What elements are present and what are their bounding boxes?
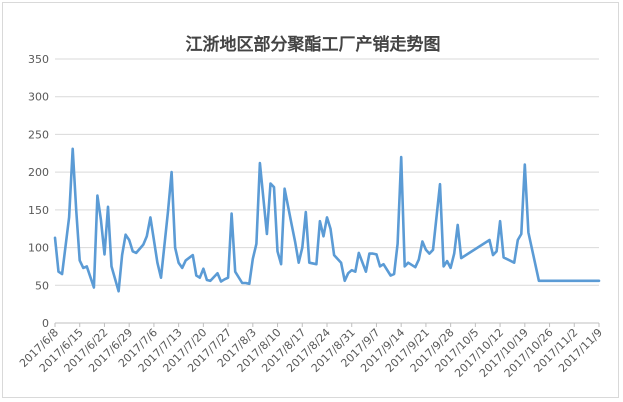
y-tick-label: 50 — [35, 279, 49, 292]
x-axis: 2017/6/82017/6/152017/6/222017/6/292017/… — [17, 323, 605, 380]
y-tick-label: 100 — [28, 242, 49, 255]
y-tick-label: 250 — [28, 128, 49, 141]
y-tick-label: 350 — [28, 53, 49, 66]
series-line — [53, 147, 601, 293]
y-tick-label: 300 — [28, 91, 49, 104]
chart-title: 江浙地区部分聚酯工厂产销走势图 — [186, 34, 441, 55]
y-tick-label: 150 — [28, 204, 49, 217]
y-axis: 0 50 100 150 200 250 300 350 — [28, 53, 49, 330]
chart-frame: 江浙地区部分聚酯工厂产销走势图 0 50 100 150 200 250 300 350 20… — [2, 2, 619, 398]
y-tick-label: 200 — [28, 166, 49, 179]
line-chart: 江浙地区部分聚酯工厂产销走势图 0 50 100 150 200 250 300 350 20… — [17, 34, 605, 380]
y-tick-label: 0 — [42, 317, 49, 330]
series-layer — [53, 147, 601, 293]
gridlines — [55, 58, 599, 324]
